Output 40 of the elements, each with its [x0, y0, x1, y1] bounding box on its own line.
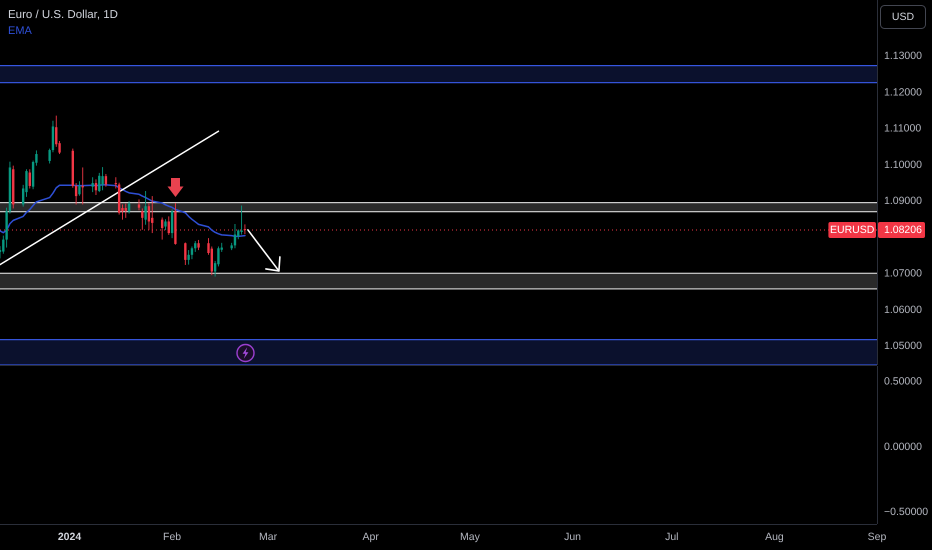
x-tick-label: Mar: [259, 531, 278, 543]
x-tick-label: Jun: [564, 531, 582, 543]
candlestick: [187, 250, 190, 266]
x-tick-label: Apr: [362, 531, 380, 543]
candlestick: [240, 205, 243, 235]
candlestick: [78, 180, 81, 196]
x-tick-label: 2024: [58, 531, 82, 543]
x-tick-label: Jul: [665, 531, 679, 543]
y-axis-title: USD: [892, 11, 914, 23]
candlestick: [128, 200, 130, 214]
y-tick-label: 1.13000: [884, 50, 922, 62]
candlestick: [101, 166, 104, 191]
y-tick-label: 1.10000: [884, 158, 922, 171]
text: Euro / U.S. Dollar, 1D: [8, 9, 118, 21]
candlestick: [124, 203, 127, 218]
y-tick-label: 1.09000: [884, 195, 922, 208]
x-tick-label: Aug: [765, 531, 784, 543]
ref-line-label: EURUSD: [830, 224, 875, 236]
candlestick: [170, 209, 174, 239]
text: EMA: [8, 25, 32, 37]
y-tick-label: 1.12000: [884, 86, 922, 98]
candlestick: [104, 174, 108, 188]
candlestick: [82, 167, 84, 205]
y-tick-label: 0.00000: [884, 440, 922, 453]
y-tick-label: −0.50000: [884, 506, 928, 518]
y-tick-label: 1.06000: [884, 304, 922, 316]
y-tick-label: 1.07000: [884, 268, 922, 280]
y-tick-label: 1.11000: [884, 122, 922, 135]
y-tick-label: 1.05000: [884, 340, 922, 352]
candlestick: [91, 176, 94, 193]
y-tick-label: 1.08206: [884, 224, 922, 236]
x-tick-label: Feb: [163, 531, 182, 543]
candlestick: [28, 168, 31, 189]
candlestick: [184, 242, 187, 266]
x-tick-label: May: [460, 531, 481, 543]
candlestick: [144, 190, 147, 226]
x-tick-label: Sep: [868, 531, 886, 543]
y-tick-label: 0.50000: [884, 376, 922, 388]
candlestick: [168, 216, 170, 236]
candlestick: [197, 240, 200, 251]
